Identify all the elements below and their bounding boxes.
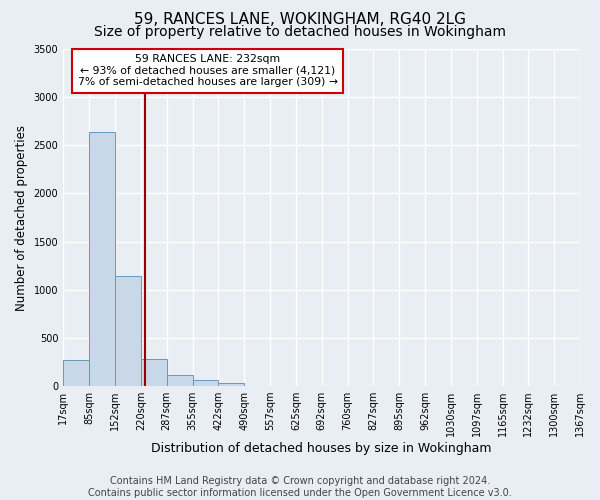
Bar xyxy=(141,359,167,386)
Bar xyxy=(63,360,89,386)
Text: 59, RANCES LANE, WOKINGHAM, RG40 2LG: 59, RANCES LANE, WOKINGHAM, RG40 2LG xyxy=(134,12,466,28)
Bar xyxy=(89,132,115,386)
X-axis label: Distribution of detached houses by size in Wokingham: Distribution of detached houses by size … xyxy=(151,442,492,455)
Bar xyxy=(115,276,141,386)
Text: 59 RANCES LANE: 232sqm
← 93% of detached houses are smaller (4,121)
7% of semi-d: 59 RANCES LANE: 232sqm ← 93% of detached… xyxy=(78,54,338,88)
Y-axis label: Number of detached properties: Number of detached properties xyxy=(15,124,28,310)
Bar xyxy=(167,376,193,386)
Bar xyxy=(218,383,244,386)
Bar xyxy=(193,380,218,386)
Text: Contains HM Land Registry data © Crown copyright and database right 2024.
Contai: Contains HM Land Registry data © Crown c… xyxy=(88,476,512,498)
Text: Size of property relative to detached houses in Wokingham: Size of property relative to detached ho… xyxy=(94,25,506,39)
